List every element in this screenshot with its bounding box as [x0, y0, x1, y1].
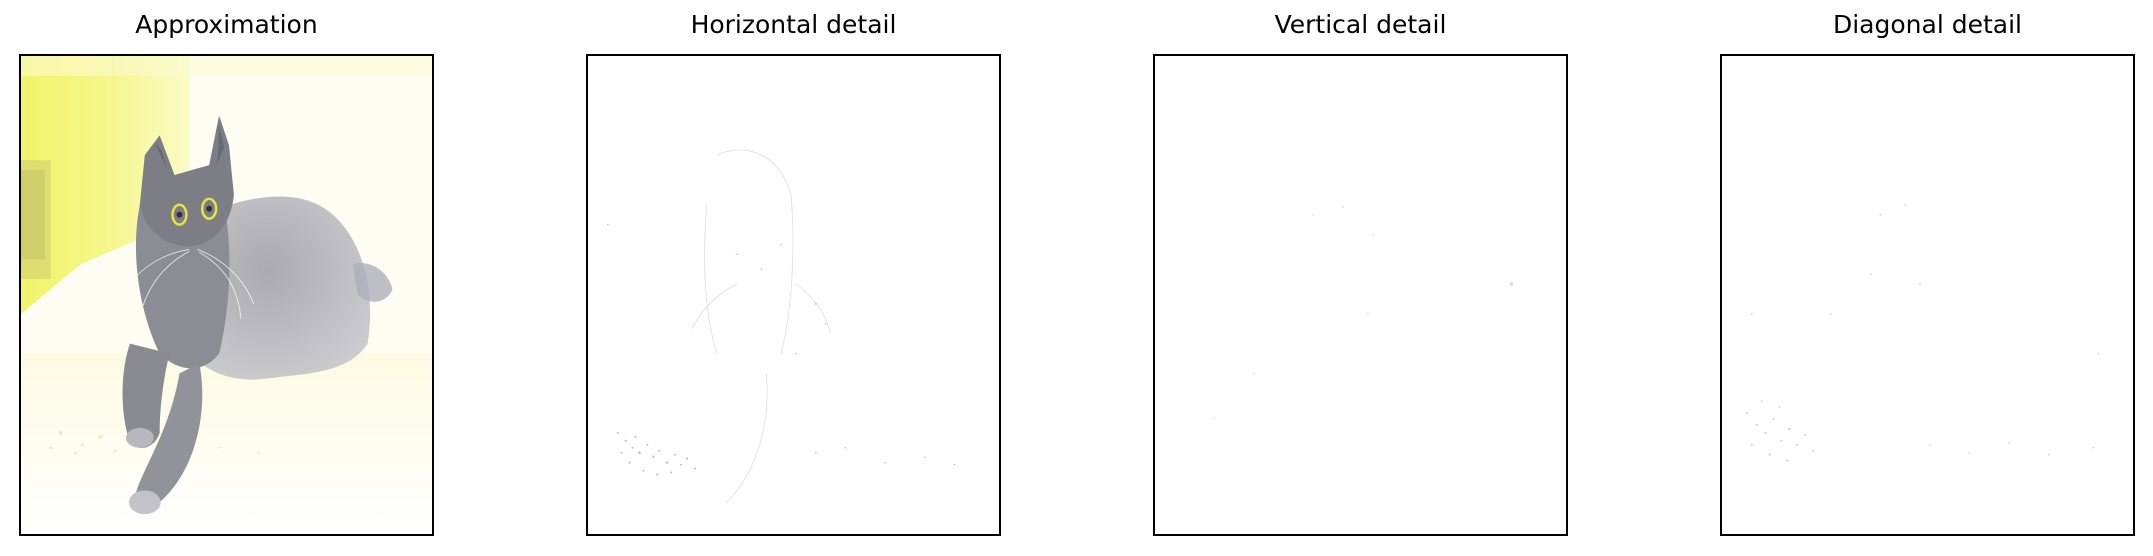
approximation-title: Approximation [135, 10, 318, 39]
horizontal-detail-panel [586, 54, 1001, 536]
diagonal-detail-title: Diagonal detail [1832, 10, 2022, 39]
vertical-detail-image [1155, 56, 1566, 534]
diagonal-detail-image [1722, 56, 2133, 534]
cat-approximation-image [21, 56, 432, 534]
horizontal-detail-title: Horizontal detail [690, 10, 897, 39]
vertical-detail-title: Vertical detail [1274, 10, 1447, 39]
diagonal-detail-panel [1720, 54, 2135, 536]
vertical-detail-panel [1153, 54, 1568, 536]
horizontal-detail-image [588, 56, 999, 534]
approximation-panel [19, 54, 434, 536]
